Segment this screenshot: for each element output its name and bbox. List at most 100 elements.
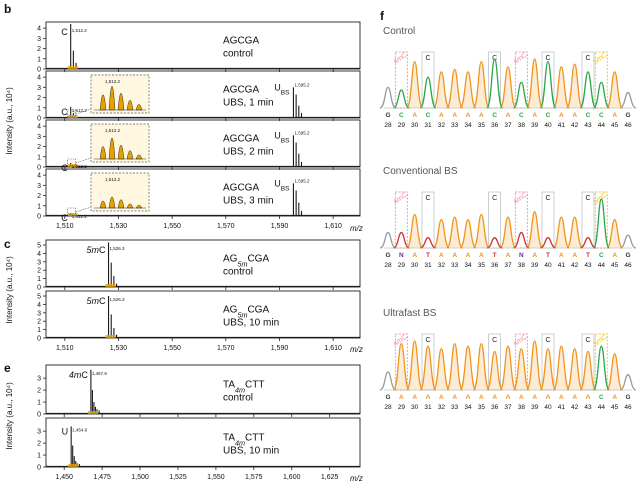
y-tick-label: 0: [37, 67, 41, 74]
trace-peak-T: [486, 237, 503, 249]
y-tick-label: 1: [37, 400, 41, 407]
site-label: C: [545, 55, 550, 62]
x-tick-label: 1,510: [56, 345, 74, 352]
trace-peak-C: [592, 198, 610, 249]
position-label: 30: [411, 262, 419, 269]
y-tick-label: 3: [37, 183, 41, 190]
spectrum-panel-c-1: 0 12 345 1,510 1,530 1,550 1,570 1,590 1,610 1,52…: [37, 290, 361, 352]
trace-peak-A: [539, 348, 557, 391]
spectrum-panel-c-0: 0 12 345 1,526.3 control: [37, 239, 361, 292]
trace-peak-A: [459, 219, 477, 249]
track-title: Conventional BS: [383, 166, 458, 177]
zoom-marker: [67, 207, 76, 216]
site-label: 4mC: [512, 192, 528, 206]
sample-condition: control: [223, 267, 253, 278]
y-tick-label: 0: [37, 214, 41, 221]
site-label: C: [545, 337, 550, 344]
position-label: 43: [584, 404, 592, 411]
x-tick-label: 1,510: [56, 223, 74, 230]
position-label: 38: [518, 262, 526, 269]
base-call: T: [586, 252, 590, 259]
position-label: 34: [464, 404, 472, 411]
y-tick-label: 3: [37, 36, 41, 43]
position-label: 36: [491, 262, 499, 269]
base-call: A: [452, 394, 457, 401]
trace-peak-G: [379, 231, 397, 249]
plot-frame: [45, 168, 361, 217]
peak-label: C: [61, 27, 68, 37]
y-tick-label: 3: [37, 85, 41, 92]
base-call: A: [546, 394, 551, 401]
trace-peak-A: [566, 348, 584, 391]
x-tick-label: 1,600: [283, 474, 301, 481]
position-label: 31: [424, 262, 432, 269]
x-axis-title: m/z: [350, 345, 363, 354]
base-call: A: [452, 112, 457, 119]
position-label: 31: [424, 404, 432, 411]
base-call: A: [412, 394, 417, 401]
trace-peak-G: [379, 86, 397, 109]
x-tick-label: 1,550: [207, 474, 225, 481]
position-label: 33: [451, 122, 459, 129]
position-label: 36: [491, 404, 499, 411]
position-label: 37: [504, 122, 512, 129]
base-call: G: [385, 112, 390, 119]
sample-name: TA4mCTT: [223, 433, 265, 448]
trace-peak-C: [592, 81, 610, 109]
position-label: 35: [478, 122, 486, 129]
y-tick-label: 4: [37, 173, 41, 180]
position-label: 45: [611, 122, 619, 129]
position-label: 44: [598, 262, 606, 269]
sample-condition: UBS, 3 min: [223, 196, 274, 207]
base-call: A: [506, 394, 511, 401]
base-call: A: [452, 252, 457, 259]
x-tick-label: 1,625: [321, 474, 339, 481]
y-tick-label: 2: [37, 441, 41, 448]
site-label: C: [492, 337, 497, 344]
y-tick-label: 4: [37, 75, 41, 82]
position-label: 33: [451, 404, 459, 411]
position-label: 32: [438, 122, 446, 129]
base-call: A: [572, 252, 577, 259]
position-label: 36: [491, 122, 499, 129]
position-label: 42: [571, 262, 579, 269]
inset-mz-label: 1,512.2: [105, 128, 121, 133]
position-label: 29: [398, 404, 406, 411]
position-label: 37: [504, 262, 512, 269]
trace-peak-A: [419, 345, 437, 391]
y-tick-label: 2: [37, 268, 41, 275]
position-label: 41: [558, 122, 566, 129]
peak-label: UBS: [274, 130, 290, 144]
spectrum-panel-b-0: 0 1 2 3 4 1,512.2 AGCGA control: [37, 21, 361, 74]
base-call: N: [519, 252, 524, 259]
y-tick-label: 1: [37, 105, 41, 112]
spectrum-panel-b-2: 0 1 2 3 4 1,512.2 1,595.2 1,512.2 AGCGA UBS, 2 mi…: [37, 119, 361, 172]
spectrum-panel-b-1: 0 1 2 3 4 1,512.2 1,595.2 1,512.2 AGCGA UBS, 1 mi…: [37, 70, 361, 123]
site-label: 5mC: [592, 52, 608, 66]
position-label: 35: [478, 262, 486, 269]
y-tick-label: 3: [37, 310, 41, 317]
base-call: A: [559, 394, 564, 401]
plot-frame: [45, 119, 361, 168]
x-tick-label: 1,450: [55, 474, 73, 481]
position-label: 44: [598, 404, 606, 411]
peak-mz-label: 1,512.2: [72, 164, 88, 169]
position-label: 38: [518, 404, 526, 411]
trace-peak-A: [606, 71, 624, 109]
peak-mz-label: 1,595.2: [294, 178, 310, 183]
y-tick-label: 0: [37, 285, 41, 292]
x-tick-label: 1,550: [163, 345, 181, 352]
base-call: A: [532, 112, 537, 119]
position-label: 28: [384, 262, 392, 269]
position-label: 30: [411, 404, 419, 411]
x-tick-label: 1,530: [110, 345, 128, 352]
base-call: A: [466, 112, 471, 119]
base-call: A: [479, 112, 484, 119]
x-axis-title: m/z: [350, 224, 363, 233]
trace-peak-A: [406, 213, 424, 249]
base-call: G: [625, 394, 630, 401]
y-tick-label: 1: [37, 203, 41, 210]
base-call: A: [466, 252, 471, 259]
position-label: 34: [464, 262, 472, 269]
trace-peak-C: [512, 81, 530, 109]
